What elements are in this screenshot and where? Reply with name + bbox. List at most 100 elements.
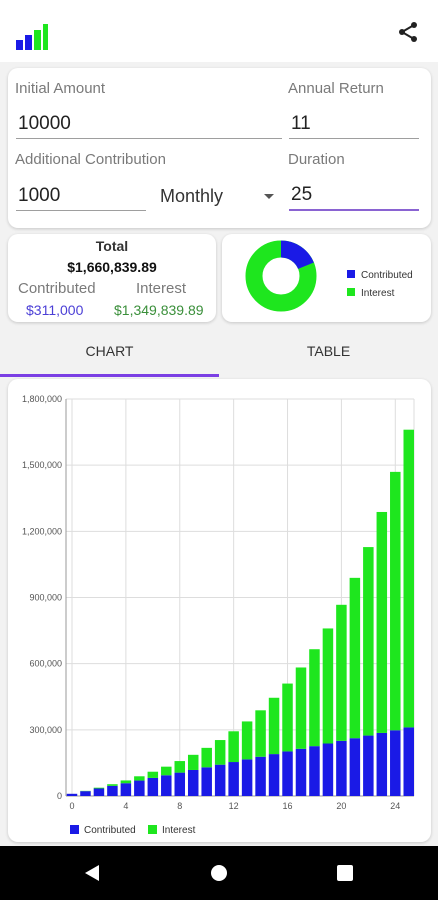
bar-interest xyxy=(120,780,132,784)
chart-legend-contributed-label: Contributed xyxy=(84,825,136,836)
legend-contributed-swatch xyxy=(347,270,355,278)
x-tick-label: 4 xyxy=(123,801,128,811)
donut-contributed-slice xyxy=(245,240,317,312)
tab-table[interactable]: TABLE xyxy=(306,343,351,359)
share-icon[interactable] xyxy=(396,20,420,44)
duration-label: Duration xyxy=(288,151,345,168)
frequency-value: Monthly xyxy=(160,186,224,206)
bar-interest xyxy=(201,747,212,768)
bar-interest xyxy=(174,761,186,773)
x-tick-label: 20 xyxy=(336,801,346,811)
bar-interest xyxy=(107,784,118,786)
contributed-label: Contributed xyxy=(18,280,96,297)
bar-contributed xyxy=(268,754,280,796)
initial-amount-input[interactable] xyxy=(16,109,282,138)
bar-interest xyxy=(295,667,307,749)
chart-legend-interest-swatch xyxy=(148,825,157,834)
system-nav-bar xyxy=(0,846,438,900)
recents-icon[interactable] xyxy=(337,865,353,881)
bar-contributed xyxy=(161,775,172,796)
y-axis-ticks: 0 300,000 600,000 900,000 1,200,000 1,500,000… xyxy=(22,394,62,801)
annual-return-input[interactable] xyxy=(289,109,419,138)
active-tab-indicator xyxy=(0,374,219,377)
additional-contribution-input[interactable] xyxy=(16,181,146,210)
bar-contributed xyxy=(295,748,307,796)
y-tick-label: 1,500,000 xyxy=(22,460,62,470)
x-tick-label: 8 xyxy=(177,801,182,811)
donut-card: Contributed Interest xyxy=(222,234,431,322)
legend-interest-label: Interest xyxy=(361,288,395,299)
bar-contributed xyxy=(228,762,239,796)
legend-contributed-label: Contributed xyxy=(361,270,413,281)
bar-interest xyxy=(282,683,293,752)
interest-label: Interest xyxy=(136,280,187,297)
app-bar xyxy=(0,0,438,62)
bar-interest xyxy=(376,511,388,733)
x-tick-label: 24 xyxy=(390,801,400,811)
bar-contributed xyxy=(390,730,401,796)
bar-interest xyxy=(309,649,320,747)
bar-contributed xyxy=(336,740,347,796)
bar-contributed xyxy=(66,793,78,796)
bar-interest xyxy=(214,740,226,765)
additional-contribution-label: Additional Contribution xyxy=(15,151,166,168)
chart-bars xyxy=(66,429,414,796)
donut-arcs xyxy=(245,240,317,312)
x-tick-label: 16 xyxy=(283,801,293,811)
back-icon[interactable] xyxy=(83,864,101,882)
bar-interest xyxy=(147,771,159,778)
bar-contributed xyxy=(201,767,212,796)
annual-return-label: Annual Return xyxy=(288,80,384,97)
chart-card: 0 300,000 600,000 900,000 1,200,000 1,500,000… xyxy=(8,379,431,842)
bar-contributed xyxy=(174,772,186,796)
bar-contributed xyxy=(120,783,132,796)
chart-grid xyxy=(65,398,415,797)
bar-contributed xyxy=(134,780,145,796)
bar-contributed xyxy=(349,738,361,796)
bar-contributed xyxy=(241,759,253,796)
bar-contributed xyxy=(322,743,334,796)
bar-contributed xyxy=(147,777,159,796)
bar-contributed xyxy=(376,732,388,796)
bar-interest xyxy=(268,697,280,755)
stacked-bar-chart: 0 300,000 600,000 900,000 1,200,000 1,500,000… xyxy=(22,394,415,836)
initial-amount-label: Initial Amount xyxy=(15,80,106,97)
x-tick-label: 12 xyxy=(229,801,239,811)
frequency-dropdown[interactable]: Monthly xyxy=(158,181,274,211)
y-tick-label: 1,800,000 xyxy=(22,394,62,404)
bar-contributed xyxy=(255,756,266,796)
tab-bar: CHART TABLE xyxy=(0,328,438,376)
interest-value: $1,349,839.89 xyxy=(114,302,204,318)
bar-interest xyxy=(134,776,145,781)
bar-interest xyxy=(349,577,361,739)
home-icon[interactable] xyxy=(210,864,228,882)
chevron-down-icon xyxy=(264,194,274,199)
x-axis-ticks: 0 4 8 12 16 20 24 xyxy=(69,801,400,811)
bar-interest xyxy=(363,547,374,736)
initial-amount-field[interactable] xyxy=(16,109,282,139)
duration-field[interactable] xyxy=(289,181,419,211)
duration-input[interactable] xyxy=(289,181,419,209)
bar-interest xyxy=(390,471,401,731)
inputs-card: Initial Amount Annual Return Additional … xyxy=(8,68,431,228)
y-tick-label: 0 xyxy=(57,791,62,801)
bar-interest xyxy=(403,429,414,728)
y-tick-label: 300,000 xyxy=(29,725,62,735)
bar-interest xyxy=(241,721,253,760)
total-value: $1,660,839.89 xyxy=(67,259,157,275)
bar-interest xyxy=(336,604,347,741)
y-tick-label: 900,000 xyxy=(29,593,62,603)
bar-contributed xyxy=(309,746,320,796)
tab-chart[interactable]: CHART xyxy=(85,343,134,359)
chart-legend-interest-label: Interest xyxy=(162,825,196,836)
contributed-value: $311,000 xyxy=(26,302,84,318)
total-title: Total xyxy=(95,238,129,254)
bar-interest xyxy=(93,787,105,789)
bar-interest xyxy=(161,766,172,776)
bar-contributed xyxy=(363,735,374,796)
chart-legend-contributed-swatch xyxy=(70,825,79,834)
additional-contribution-field[interactable] xyxy=(16,181,146,211)
annual-return-field[interactable] xyxy=(289,109,419,139)
chart-legend: Contributed Interest xyxy=(70,825,196,836)
donut-chart: Contributed Interest xyxy=(245,240,413,312)
